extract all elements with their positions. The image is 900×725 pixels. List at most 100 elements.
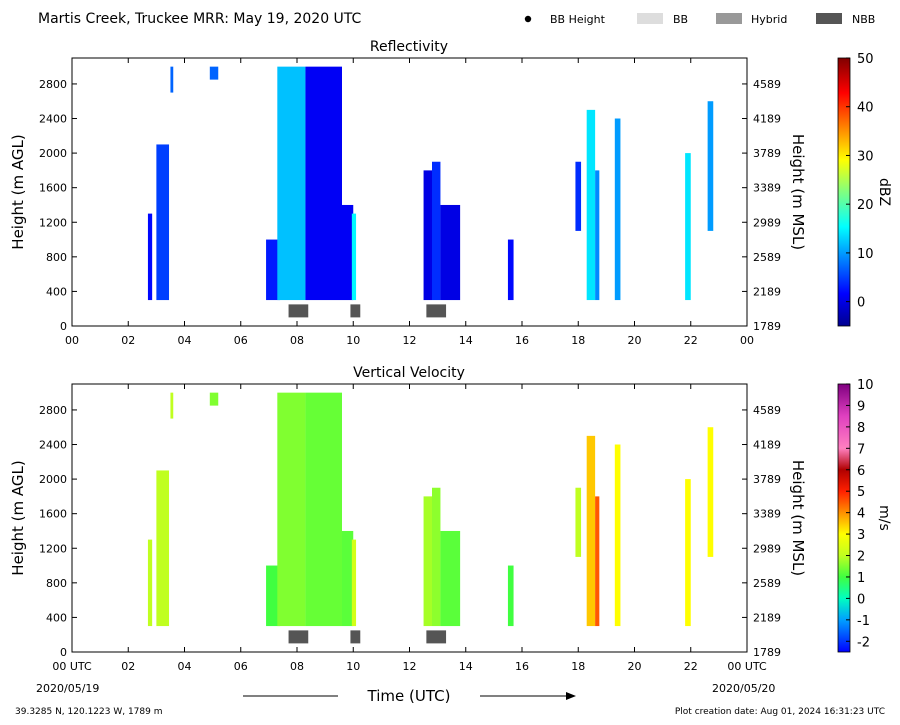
colorbar-tick-label: 1 [857, 571, 865, 586]
data-cell [507, 239, 514, 301]
velocity-colorbar-label: m/s [876, 505, 892, 531]
data-cell [440, 530, 461, 627]
location-info: 39.3285 N, 120.1223 W, 1789 m [15, 707, 163, 717]
nbb-marker [426, 304, 447, 318]
nbb-marker [288, 630, 309, 644]
nbb-marker [426, 630, 447, 644]
velocity-x-ticks: 00 UTC 02 04 06 08 10 12 14 16 18 20 22 00 UTC [52, 384, 767, 673]
x-tick-label: 06 [234, 334, 248, 347]
colorbar-tick-label: 3 [857, 528, 865, 543]
velocity-cells [147, 392, 714, 627]
colorbar-tick-label: 7 [857, 442, 865, 457]
end-date: 2020/05/20 [712, 682, 775, 695]
x-axis-label: Time (UTC) [367, 687, 451, 705]
data-cell [423, 170, 432, 301]
figure-title: Martis Creek, Truckee MRR: May 19, 2020 … [38, 11, 362, 27]
x-tick-label: 10 [346, 660, 360, 673]
x-tick-label: 00 UTC [727, 660, 767, 673]
colorbar-tick-label: 8 [857, 421, 865, 436]
data-cell [586, 435, 596, 627]
x-tick-label: 04 [178, 660, 192, 673]
data-cell [614, 444, 621, 627]
velocity-y-ticks: 0 1789 400 2189 800 2589 1200 2989 1600 3389 2000 3… [39, 404, 781, 659]
colorbar-tick-label: 20 [857, 198, 874, 213]
velocity-colorbar-ticks: -2 -1 0 1 2 3 4 5 6 7 8 9 10 [846, 378, 874, 650]
data-cell [305, 66, 342, 301]
data-cell [595, 496, 600, 627]
data-cell [595, 170, 600, 301]
x-tick-label: 20 [628, 660, 642, 673]
colorbar-tick-label: -1 [857, 614, 870, 629]
data-cell [209, 66, 219, 80]
reflectivity-title: Reflectivity [370, 39, 448, 55]
x-tick-label: 00 [740, 334, 754, 347]
velocity-nbb-markers [288, 630, 447, 644]
y-tick-label: 1200 [39, 542, 67, 555]
y-tick-label: 1600 [39, 182, 67, 195]
nbb-marker [288, 304, 309, 318]
legend-label-bb-height: BB Height [550, 13, 606, 26]
x-tick-label: 02 [121, 660, 135, 673]
y-tick-label: 800 [46, 577, 67, 590]
data-cell [707, 101, 714, 231]
start-date: 2020/05/19 [36, 682, 99, 695]
y-tick-label-right: 2989 [753, 216, 781, 229]
data-cell [432, 161, 441, 301]
y-tick-label-right: 3789 [753, 473, 781, 486]
data-cell [147, 213, 153, 301]
reflectivity-plot-frame [71, 57, 748, 327]
reflectivity-x-ticks: 00 02 04 06 08 10 12 14 16 18 20 22 00 [65, 58, 754, 347]
velocity-colorbar [837, 383, 851, 653]
velocity-title: Vertical Velocity [353, 365, 465, 381]
data-cell [266, 239, 281, 301]
x-tick-label: 22 [684, 334, 698, 347]
data-cell [170, 66, 174, 93]
colorbar-tick-label: 10 [857, 247, 874, 262]
hybrid-legend-swatch [716, 13, 742, 24]
x-tick-label: 14 [459, 334, 473, 347]
reflectivity-colorbar [837, 57, 851, 327]
x-tick-label: 16 [515, 334, 529, 347]
data-cell [586, 109, 596, 301]
velocity-plot-frame [71, 383, 748, 653]
colorbar-tick-label: 50 [857, 52, 874, 67]
arrowhead-icon [566, 692, 576, 700]
y-tick-label: 800 [46, 251, 67, 264]
legend-label-hybrid: Hybrid [751, 13, 787, 26]
velocity-ylabel-right: Height (m MSL) [789, 460, 807, 576]
y-tick-label: 2800 [39, 404, 67, 417]
y-tick-label: 2000 [39, 473, 67, 486]
y-tick-label-right: 2189 [753, 285, 781, 298]
y-tick-label: 1600 [39, 508, 67, 521]
colorbar-tick-label: 4 [857, 507, 865, 522]
y-tick-label-right: 2189 [753, 611, 781, 624]
y-tick-label-right: 2589 [753, 251, 781, 264]
x-tick-label: 12 [403, 660, 417, 673]
nbb-legend-swatch [816, 13, 842, 24]
x-tick-label: 18 [571, 660, 585, 673]
y-tick-label-right: 1789 [753, 320, 781, 333]
y-tick-label: 2400 [39, 113, 67, 126]
data-cell [156, 470, 170, 627]
y-tick-label-right: 2989 [753, 542, 781, 555]
reflectivity-nbb-markers [288, 304, 447, 318]
y-tick-label-right: 4589 [753, 78, 781, 91]
bb-height-legend-marker [524, 15, 532, 23]
data-cell [147, 539, 153, 627]
data-cell [440, 204, 461, 301]
colorbar-tick-label: -2 [857, 635, 870, 650]
y-tick-label-right: 3389 [753, 182, 781, 195]
y-tick-label-right: 3789 [753, 147, 781, 160]
x-tick-label: 00 [65, 334, 79, 347]
y-tick-label-right: 3389 [753, 508, 781, 521]
y-tick-label-right: 1789 [753, 646, 781, 659]
data-cell [351, 539, 357, 627]
data-cell [170, 392, 174, 419]
colorbar-tick-label: 9 [857, 399, 865, 414]
colorbar-tick-label: 6 [857, 464, 865, 479]
reflectivity-ylabel-right: Height (m MSL) [789, 134, 807, 250]
data-cell [351, 213, 357, 301]
colorbar-tick-label: 0 [857, 592, 865, 607]
plot-creation-date: Plot creation date: Aug 01, 2024 16:31:2… [675, 707, 885, 717]
reflectivity-colorbar-label: dBZ [876, 178, 892, 206]
